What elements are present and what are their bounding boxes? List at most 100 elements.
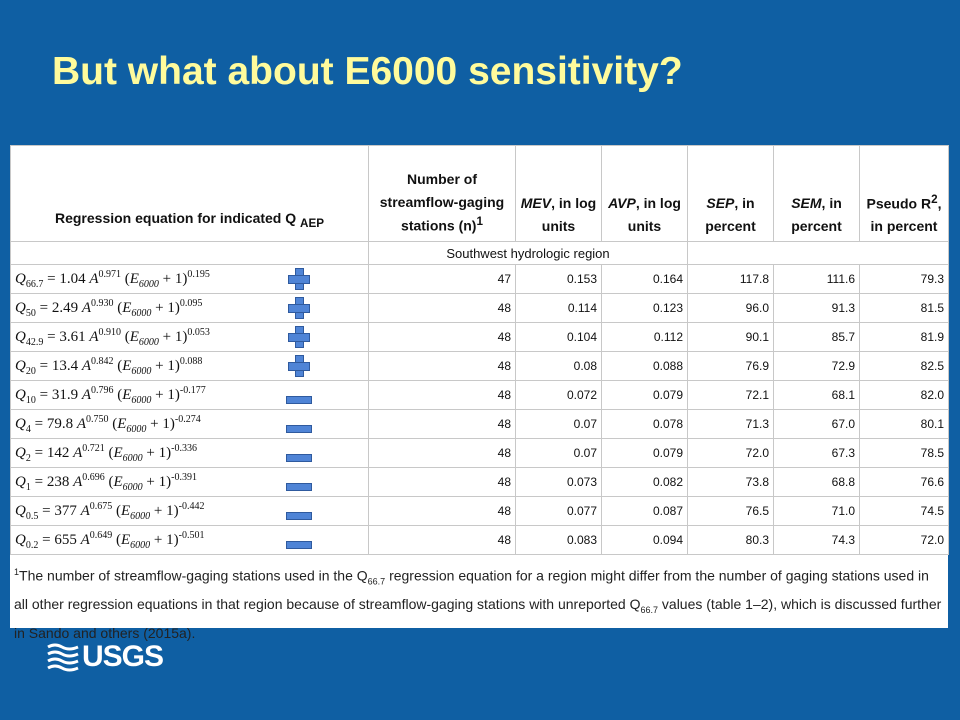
plus-sign-icon <box>288 268 310 290</box>
plus-sign-icon <box>288 326 310 348</box>
sep-cell: 76.5 <box>687 496 774 526</box>
avp-cell: 0.094 <box>601 525 688 555</box>
minus-sign-icon <box>286 442 312 464</box>
equation-cell: Q42.9 = 3.61 A0.910 (E6000 + 1)0.053 <box>10 322 369 352</box>
mev-cell: 0.072 <box>515 380 602 410</box>
table-row: Q42.9 = 3.61 A0.910 (E6000 + 1)0.053 48 0.… <box>10 322 949 352</box>
table-row: Q1 = 238 A0.696 (E6000 + 1)-0.391 48 0.073… <box>10 467 949 497</box>
pseudo-r2-cell: 81.5 <box>859 293 949 323</box>
sep-cell: 72.0 <box>687 438 774 468</box>
header-row: Regression equation for indicated Q AEP … <box>10 145 949 242</box>
pseudo-r2-cell: 72.0 <box>859 525 949 555</box>
mev-cell: 0.073 <box>515 467 602 497</box>
equation-cell: Q20 = 13.4 A0.842 (E6000 + 1)0.088 <box>10 351 369 381</box>
pseudo-r2-cell: 74.5 <box>859 496 949 526</box>
region-row: Southwest hydrologic region <box>10 241 949 265</box>
sep-cell: 71.3 <box>687 409 774 439</box>
plus-sign-icon <box>288 355 310 377</box>
slide-title: But what about E6000 sensitivity? <box>52 50 683 93</box>
usgs-logo: USGS <box>46 640 164 674</box>
sem-cell: 72.9 <box>773 351 860 381</box>
avp-cell: 0.112 <box>601 322 688 352</box>
stations-cell: 48 <box>368 409 516 439</box>
mev-cell: 0.07 <box>515 409 602 439</box>
avp-cell: 0.087 <box>601 496 688 526</box>
stations-cell: 48 <box>368 496 516 526</box>
table-row: Q4 = 79.8 A0.750 (E6000 + 1)-0.274 48 0.07… <box>10 409 949 439</box>
avp-cell: 0.164 <box>601 264 688 294</box>
sep-cell: 72.1 <box>687 380 774 410</box>
pseudo-r2-cell: 80.1 <box>859 409 949 439</box>
sem-cell: 68.8 <box>773 467 860 497</box>
stations-cell: 48 <box>368 467 516 497</box>
stations-cell: 48 <box>368 438 516 468</box>
sep-cell: 96.0 <box>687 293 774 323</box>
equation-cell: Q0.5 = 377 A0.675 (E6000 + 1)-0.442 <box>10 496 369 526</box>
regression-table: Regression equation for indicated Q AEP … <box>10 145 949 555</box>
mev-cell: 0.153 <box>515 264 602 294</box>
stations-cell: 48 <box>368 380 516 410</box>
equation-cell: Q2 = 142 A0.721 (E6000 + 1)-0.336 <box>10 438 369 468</box>
stations-cell: 48 <box>368 525 516 555</box>
sep-cell: 117.8 <box>687 264 774 294</box>
sep-cell: 76.9 <box>687 351 774 381</box>
mev-cell: 0.104 <box>515 322 602 352</box>
table-row: Q20 = 13.4 A0.842 (E6000 + 1)0.088 48 0.08… <box>10 351 949 381</box>
equation-cell: Q0.2 = 655 A0.649 (E6000 + 1)-0.501 <box>10 525 369 555</box>
sep-cell: 90.1 <box>687 322 774 352</box>
equation-cell: Q4 = 79.8 A0.750 (E6000 + 1)-0.274 <box>10 409 369 439</box>
table-row: Q0.5 = 377 A0.675 (E6000 + 1)-0.442 48 0.0… <box>10 496 949 526</box>
header-avp: AVP, in log units <box>601 145 688 242</box>
stations-cell: 47 <box>368 264 516 294</box>
plus-sign-icon <box>288 297 310 319</box>
table-row: Q50 = 2.49 A0.930 (E6000 + 1)0.095 48 0.11… <box>10 293 949 323</box>
minus-sign-icon <box>286 529 312 551</box>
mev-cell: 0.083 <box>515 525 602 555</box>
sem-cell: 67.3 <box>773 438 860 468</box>
sem-cell: 111.6 <box>773 264 860 294</box>
usgs-wave-icon <box>47 643 79 672</box>
avp-cell: 0.079 <box>601 438 688 468</box>
pseudo-r2-cell: 82.0 <box>859 380 949 410</box>
usgs-logo-text: USGS <box>82 640 164 673</box>
sep-cell: 73.8 <box>687 467 774 497</box>
table-row: Q10 = 31.9 A0.796 (E6000 + 1)-0.177 48 0.0… <box>10 380 949 410</box>
pseudo-r2-cell: 79.3 <box>859 264 949 294</box>
minus-sign-icon <box>286 384 312 406</box>
stations-cell: 48 <box>368 351 516 381</box>
mev-cell: 0.114 <box>515 293 602 323</box>
table-row: Q0.2 = 655 A0.649 (E6000 + 1)-0.501 48 0.0… <box>10 525 949 555</box>
region-label: Southwest hydrologic region <box>368 241 688 265</box>
minus-sign-icon <box>286 471 312 493</box>
avp-cell: 0.079 <box>601 380 688 410</box>
sem-cell: 71.0 <box>773 496 860 526</box>
header-pseudo-r2: Pseudo R2, in percent <box>859 145 949 242</box>
sem-cell: 74.3 <box>773 525 860 555</box>
avp-cell: 0.123 <box>601 293 688 323</box>
header-equation: Regression equation for indicated Q AEP <box>10 145 369 242</box>
regression-table-panel: Regression equation for indicated Q AEP … <box>10 145 949 641</box>
avp-cell: 0.088 <box>601 351 688 381</box>
sep-cell: 80.3 <box>687 525 774 555</box>
mev-cell: 0.077 <box>515 496 602 526</box>
mev-cell: 0.08 <box>515 351 602 381</box>
equation-cell: Q10 = 31.9 A0.796 (E6000 + 1)-0.177 <box>10 380 369 410</box>
header-mev: MEV, in log units <box>515 145 602 242</box>
pseudo-r2-cell: 78.5 <box>859 438 949 468</box>
pseudo-r2-cell: 76.6 <box>859 467 949 497</box>
sem-cell: 91.3 <box>773 293 860 323</box>
footnote: 1The number of streamflow-gaging station… <box>14 567 942 642</box>
avp-cell: 0.082 <box>601 467 688 497</box>
header-sep: SEP, in percent <box>687 145 774 242</box>
mev-cell: 0.07 <box>515 438 602 468</box>
header-sem: SEM, in percent <box>773 145 860 242</box>
equation-cell: Q50 = 2.49 A0.930 (E6000 + 1)0.095 <box>10 293 369 323</box>
pseudo-r2-cell: 82.5 <box>859 351 949 381</box>
minus-sign-icon <box>286 500 312 522</box>
equation-cell: Q66.7 = 1.04 A0.971 (E6000 + 1)0.195 <box>10 264 369 294</box>
minus-sign-icon <box>286 413 312 435</box>
stations-cell: 48 <box>368 293 516 323</box>
header-stations: Number of streamflow-gaging stations (n)1 <box>368 145 516 242</box>
table-row: Q2 = 142 A0.721 (E6000 + 1)-0.336 48 0.07 0… <box>10 438 949 468</box>
stations-cell: 48 <box>368 322 516 352</box>
